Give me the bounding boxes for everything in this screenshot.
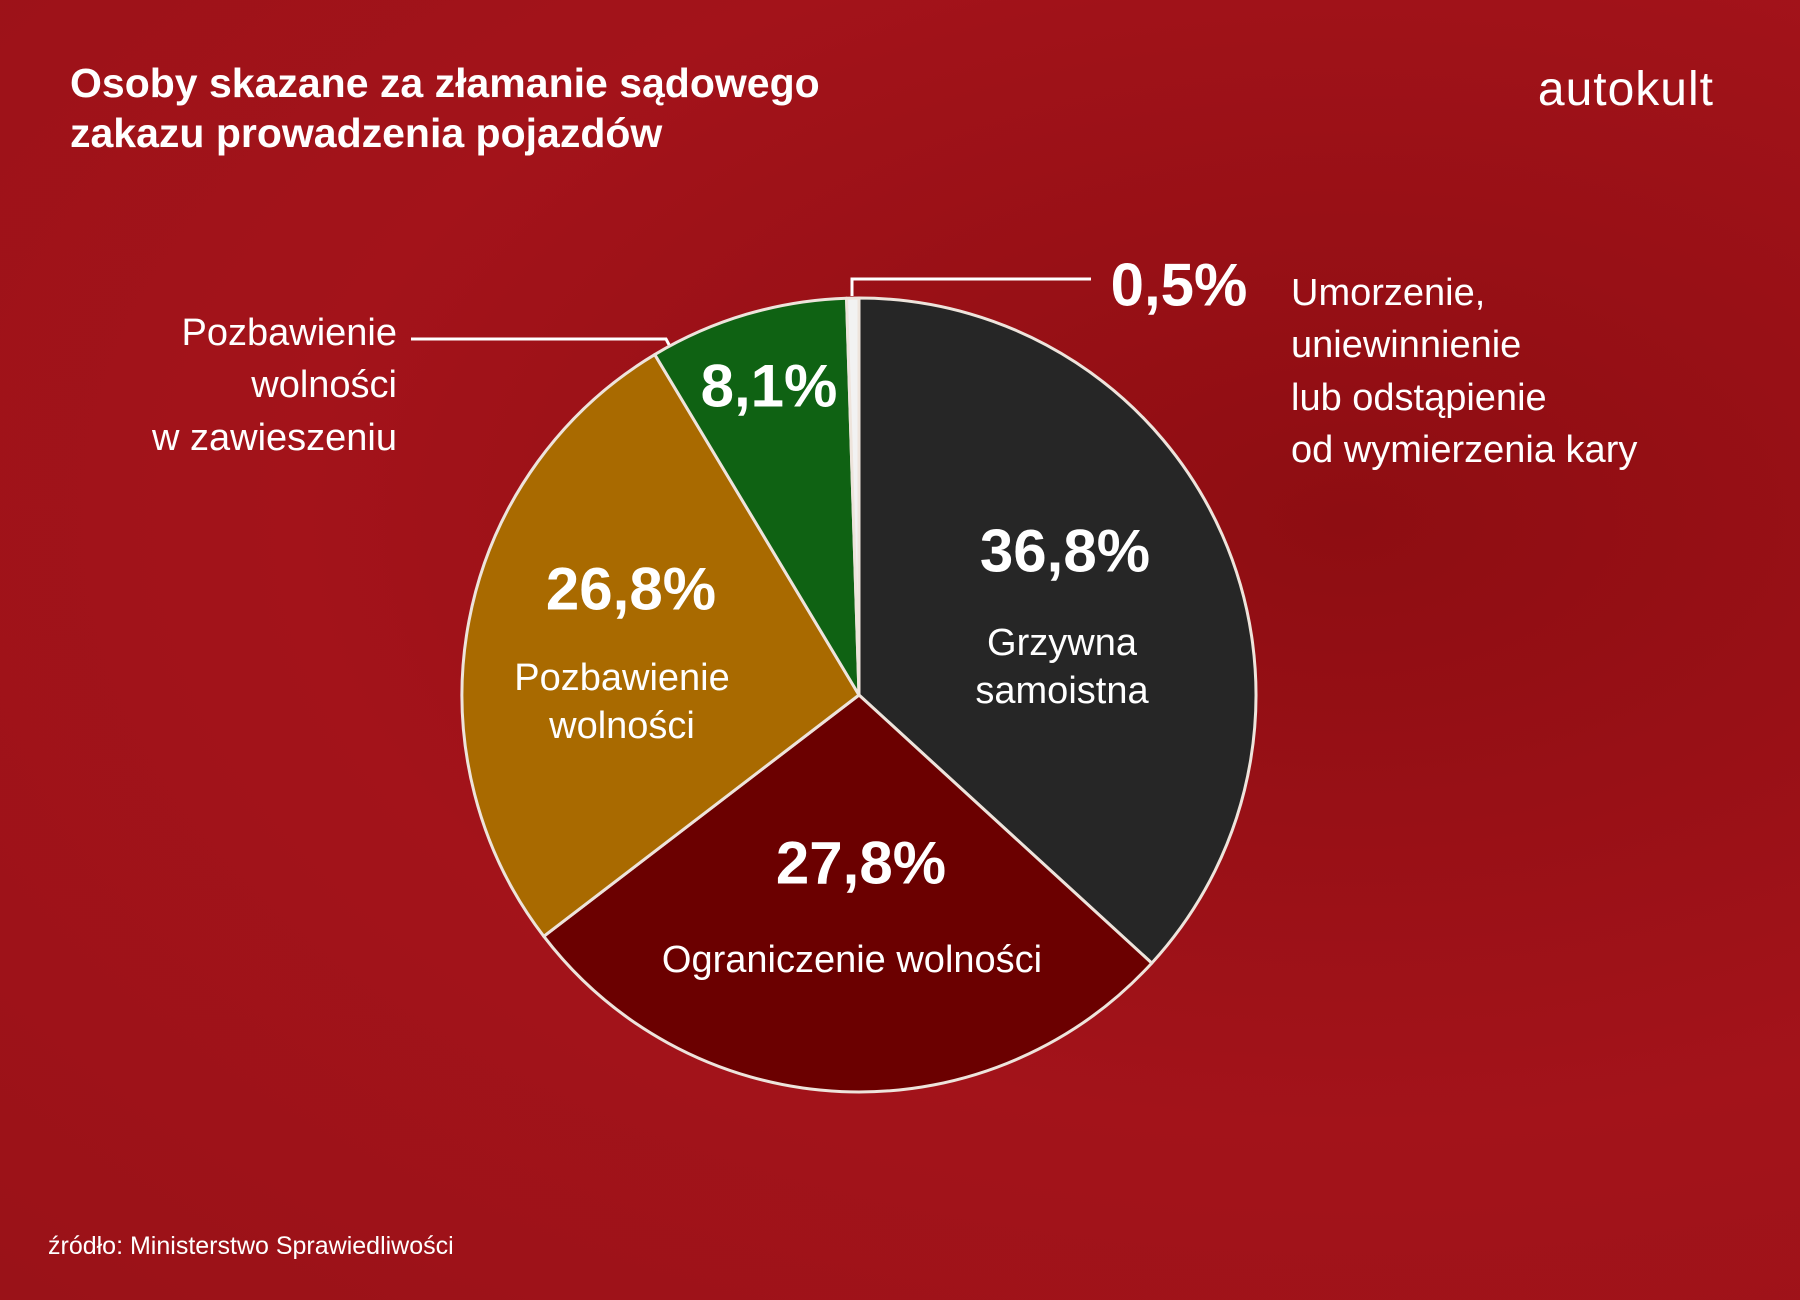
pie-slice <box>542 693 1154 1094</box>
chart-title: Osoby skazane za złamanie sądowego zakaz… <box>70 60 820 157</box>
category-label: Pozbawienie wolności w zawieszeniu <box>152 312 397 459</box>
brand-logo: autokult <box>1537 63 1714 116</box>
leader-line <box>850 277 1091 296</box>
category-label: Pozbawienie wolności <box>514 657 730 747</box>
data-label: 27,8% <box>775 829 947 897</box>
source-note: źródło: Ministerstwo Sprawiedliwości <box>48 1232 454 1260</box>
data-label: 8,1% <box>700 352 838 420</box>
data-label: 36,8% <box>979 517 1151 585</box>
pie-slice <box>845 296 861 697</box>
data-label: 0,5% <box>1110 251 1248 319</box>
pie-slice <box>653 296 861 697</box>
category-label: Ograniczenie wolności <box>661 939 1043 981</box>
leader-line <box>411 337 677 357</box>
category-label: Grzywna samoistna <box>975 622 1149 712</box>
pie-slice <box>460 353 861 938</box>
category-label: Umorzenie, uniewinnienie lub odstąpienie… <box>1291 272 1638 472</box>
data-label: 26,8% <box>545 555 717 623</box>
pie-slice <box>857 296 1258 965</box>
